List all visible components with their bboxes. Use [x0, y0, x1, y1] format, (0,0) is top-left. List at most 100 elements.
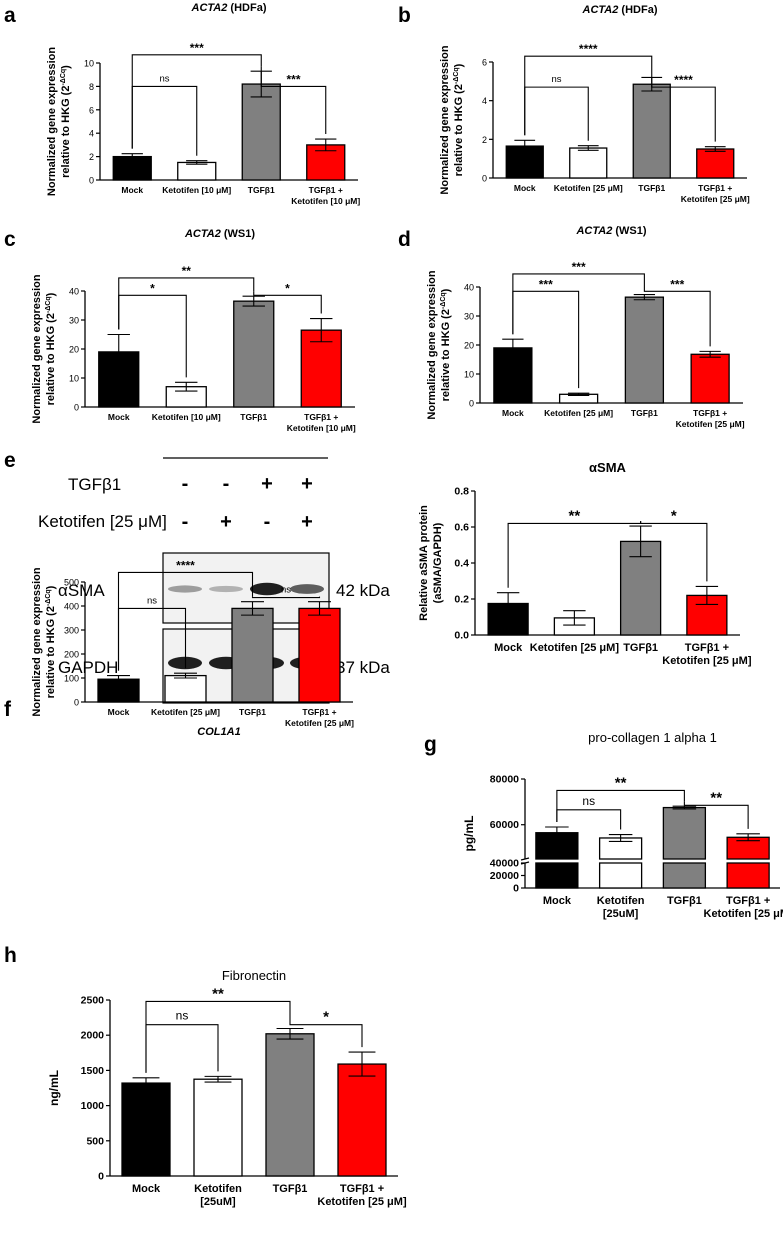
y-tick-label-a: 4: [89, 129, 94, 139]
charts: ACTA2 (HDFa) 0 2 4 6 8 10 Normalized gene expre…: [31, 2, 783, 1208]
chart-title-gene-c: ACTA2: [184, 228, 221, 240]
chart-title-cell-b: (HDFa): [618, 4, 657, 16]
y-tick-label-e: 0.4: [454, 558, 469, 570]
y-label-a: Normalized gene expression relative to HK…: [46, 47, 72, 196]
chart-title-gene-a: ACTA2: [191, 2, 228, 14]
significance-label-h-0: ns: [176, 1009, 189, 1023]
sign-tgfb1-1: -: [182, 473, 189, 495]
y-tick-label-g: 60000: [490, 819, 519, 831]
chart-h: Fibronectin 0 500 1000 1500 2000 2500 ng/mL Mock…: [47, 968, 407, 1208]
y-label-superscript-c: -ΔCq: [45, 296, 52, 313]
y-tick-label-b: 0: [482, 174, 487, 184]
bar-a-0: [112, 155, 152, 181]
y-tick-label-f: 400: [64, 602, 79, 612]
category-label-e-3: TGFβ1 +: [685, 642, 729, 654]
category-label-h-0: Mock: [132, 1183, 161, 1195]
panel-letters: a b c d e f g h: [4, 4, 437, 967]
category-label-c-1: Ketotifen [10 μM]: [152, 412, 221, 422]
bar-a-1: [177, 161, 217, 181]
bar-d-3: [690, 353, 730, 404]
sign-keto-3: -: [264, 511, 271, 533]
significance-label-b-2: ****: [674, 73, 693, 87]
y-tick-label-d: 40: [464, 283, 474, 293]
significance-bracket-h-2: [289, 1023, 363, 1048]
category-label-c-3: Ketotifen [10 μM]: [287, 423, 356, 433]
significance-label-g-0: ns: [582, 794, 595, 808]
category-label-a-2: TGFβ1: [248, 185, 275, 195]
chart-d: ACTA2 (WS1) 0 10 20 30 40 Normalized gene expr…: [426, 225, 745, 429]
panel-letter-c: c: [4, 228, 16, 251]
chart-a: ACTA2 (HDFa) 0 2 4 6 8 10 Normalized gene expre…: [46, 2, 360, 206]
bar-d-2: [624, 296, 665, 404]
category-label-d-1: Ketotifen [25 μM]: [544, 408, 613, 418]
bar-a-2: [241, 83, 281, 181]
chart-e: αSMA 0.0 0.2 0.4 0.6 0.8 Relative aSMA protein…: [418, 460, 752, 667]
chart-title-gene-f: COL1A1: [197, 726, 240, 738]
sign-tgfb1-2: -: [223, 473, 230, 495]
y-label-c: Normalized gene expression relative to HK…: [31, 274, 57, 423]
category-label-h-3: TGFβ1 +: [340, 1183, 384, 1195]
significance-bracket-h-1: [145, 1000, 291, 1073]
significance-bracket-b-1: [524, 55, 653, 136]
significance-bracket-b-0: [524, 86, 589, 141]
y-label-g: pg/mL: [462, 816, 476, 852]
band-size-gapdh: 37 kDa: [336, 658, 390, 677]
category-label-f-0: Mock: [108, 707, 130, 717]
y-tick-label-a: 0: [89, 176, 94, 186]
category-label-d-3: Ketotifen [25 μM]: [676, 419, 745, 429]
band-asma-lane-4: [290, 584, 324, 594]
bar-lower-g-1: [598, 862, 643, 889]
category-label-b-3: Ketotifen [25 μM]: [681, 194, 750, 204]
y-tick-label-h: 1000: [81, 1100, 105, 1112]
y-tick-label-b: 4: [482, 96, 487, 106]
y-tick-label-h: 500: [86, 1135, 104, 1147]
sign-keto-2: +: [220, 511, 232, 533]
chart-title-f: COL1A1: [197, 726, 240, 738]
chart-title-cell-c: (WS1): [221, 228, 256, 240]
chart-title-cell-a: (HDFa): [227, 2, 266, 14]
significance-bracket-f-1: [117, 571, 254, 671]
category-label-f-2: TGFβ1: [239, 707, 266, 717]
category-label-h-1: Ketotifen: [194, 1183, 242, 1195]
y-label-text-d: relative to HKG (2: [440, 309, 452, 401]
y-label-superscript-f: -ΔCq: [45, 589, 52, 606]
significance-label-f-1: ****: [176, 558, 195, 572]
significance-label-h-2: *: [323, 1009, 329, 1026]
bar-h-1: [193, 1078, 243, 1177]
y-tick-label-a: 10: [84, 59, 94, 69]
chart-title-d: ACTA2 (WS1): [575, 225, 646, 237]
significance-label-c-1: **: [182, 264, 192, 278]
category-label-b-3: TGFβ1 +: [698, 183, 732, 193]
y-tick-label-f: 100: [64, 674, 79, 684]
y-label-text-c: relative to HKG (2: [45, 313, 57, 405]
y-label-e: Relative aSMA protein (aSMA/GAPDH): [418, 505, 444, 621]
band-asma-lane-2: [209, 585, 243, 593]
significance-label-d-0: ***: [539, 277, 553, 291]
chart-g: pro-collagen 1 alpha 1 60000 80000 02000040…: [462, 730, 783, 920]
bar-b-2: [632, 83, 671, 179]
y-tick-label-b: 6: [482, 58, 487, 68]
y-label-line1-e: Relative aSMA protein: [418, 505, 430, 621]
category-label-h-2: TGFβ1: [273, 1183, 308, 1195]
axis-break-mark-g: [520, 857, 530, 861]
bar-h-0: [121, 1082, 171, 1177]
y-label-superscript-b: -ΔCq: [453, 67, 460, 84]
y-label-line2-e: (aSMA/GAPDH): [432, 522, 444, 603]
chart-title-b: ACTA2 (HDFa): [582, 4, 658, 16]
bar-f-3: [298, 607, 341, 703]
y-tick-label-f: 300: [64, 626, 79, 636]
bar-f-2: [231, 607, 274, 703]
category-label-a-1: Ketotifen [10 μM]: [162, 185, 231, 195]
sign-tgfb1-3: +: [261, 473, 273, 495]
y-label-paren-b: ): [453, 63, 465, 67]
chart-title-g: pro-collagen 1 alpha 1: [588, 730, 717, 745]
chart-title-gene-d: ACTA2: [575, 225, 612, 237]
y-label-line1-a: Normalized gene expression: [46, 47, 58, 196]
significance-label-a-2: ***: [286, 72, 300, 86]
chart-title-gene-b: ACTA2: [582, 4, 619, 16]
y-tick-label-b: 2: [482, 135, 487, 145]
significance-bracket-c-1: [118, 277, 255, 330]
band-label-asma: αSMA: [58, 581, 105, 600]
bar-b-1: [569, 147, 608, 179]
